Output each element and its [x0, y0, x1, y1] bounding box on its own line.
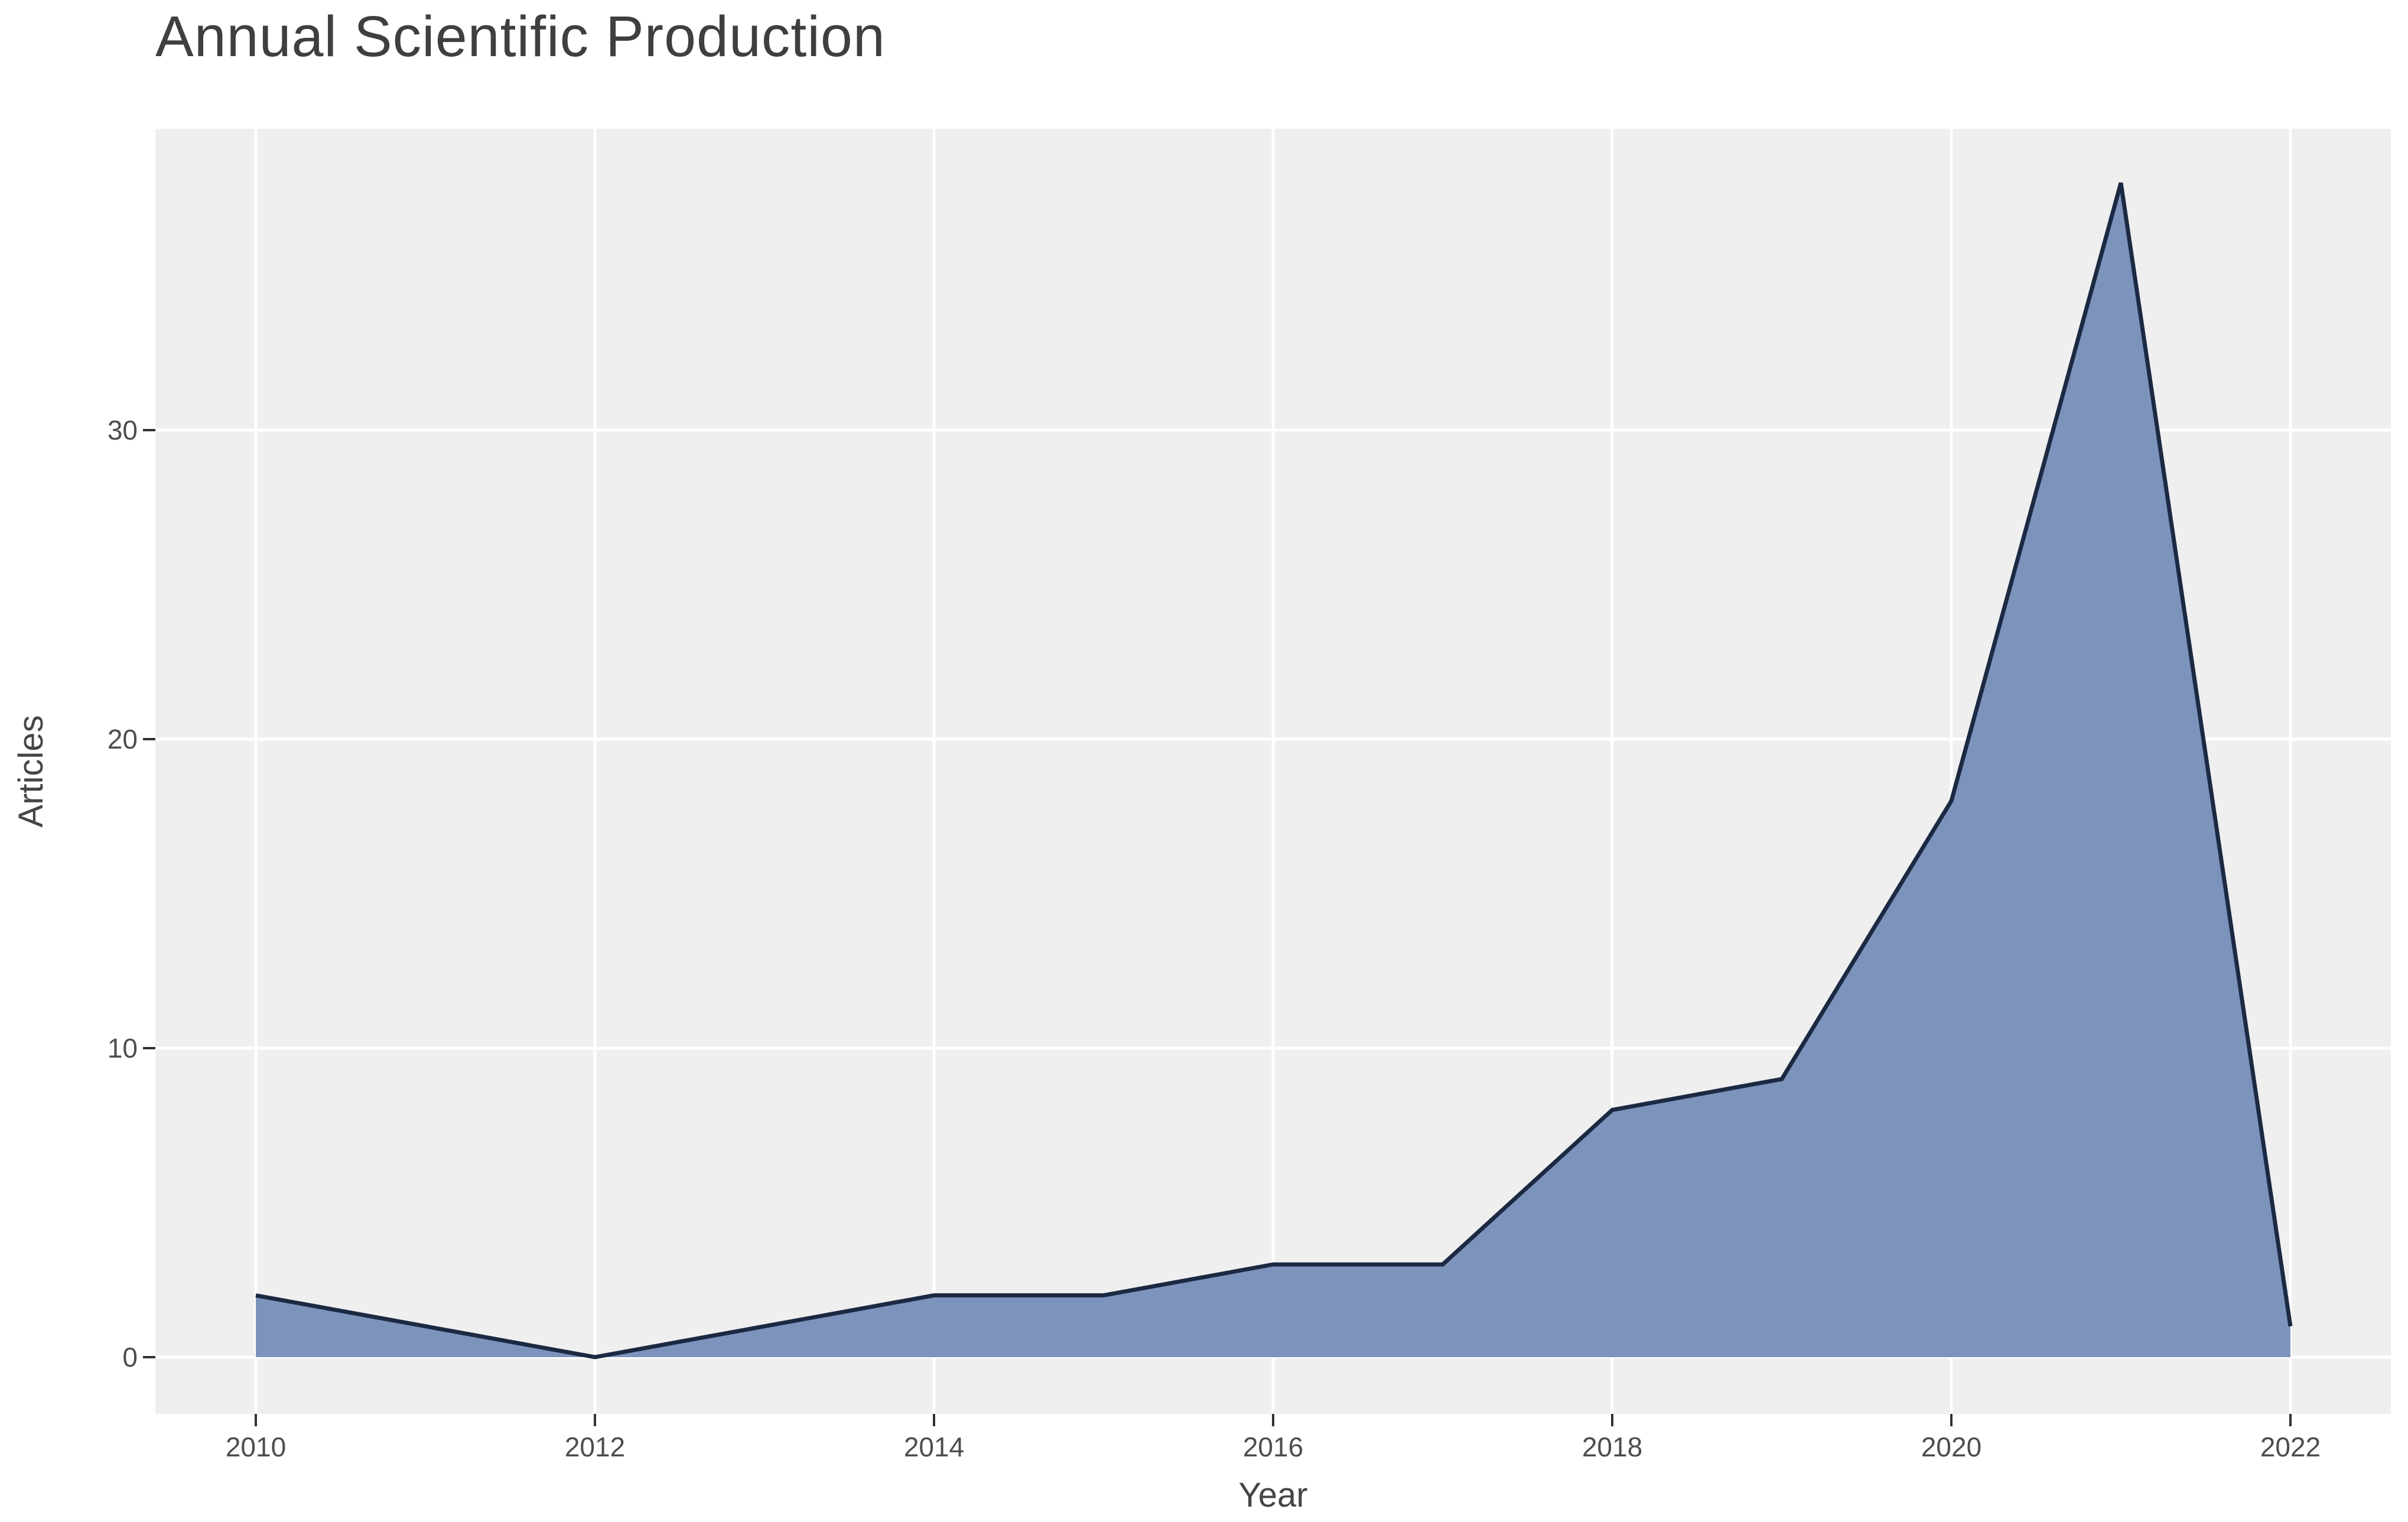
x-tick-label-2022: 2022 — [2260, 1432, 2321, 1462]
x-tick-label-2016: 2016 — [1243, 1432, 1303, 1462]
x-tick-label-2012: 2012 — [565, 1432, 625, 1462]
chart-title: Annual Scientific Production — [155, 4, 886, 69]
x-tick-label-2018: 2018 — [1582, 1432, 1642, 1462]
gridlines — [155, 129, 2391, 1414]
x-tick-label-2020: 2020 — [1921, 1432, 1981, 1462]
y-tick-label-20: 20 — [108, 724, 138, 755]
axis-tick-marks — [143, 429, 2292, 1426]
x-axis-title: Year — [1238, 1476, 1307, 1514]
articles-line — [255, 182, 2293, 1360]
x-tick-label-2010: 2010 — [226, 1432, 286, 1462]
articles-area — [256, 183, 2290, 1358]
y-axis-title: Articles — [12, 715, 50, 827]
axis-tick-labels: 2010 2012 2014 2016 2018 2020 2022 0 10 20 30 — [108, 415, 2321, 1462]
y-tick-label-30: 30 — [108, 415, 138, 445]
y-tick-label-0: 0 — [122, 1342, 138, 1373]
y-tick-label-10: 10 — [108, 1033, 138, 1064]
series-group — [255, 182, 2293, 1360]
x-tick-label-2014: 2014 — [904, 1432, 964, 1462]
